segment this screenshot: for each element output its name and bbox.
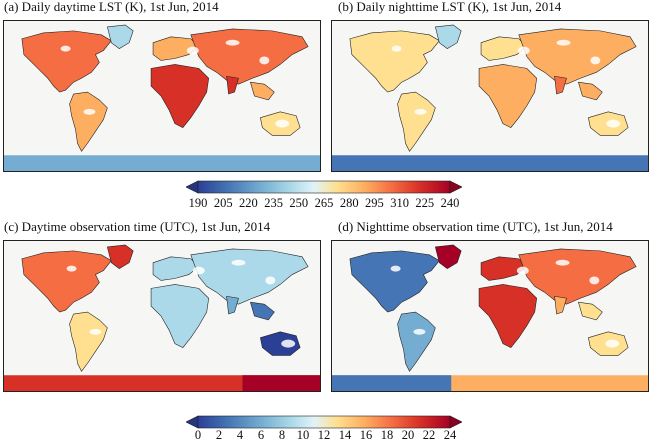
continent-greenland	[434, 24, 462, 49]
colorbar-tick-label: 14	[338, 428, 352, 442]
missing-data-patch	[225, 39, 240, 46]
continent-asia	[518, 248, 637, 305]
colorbar-tick-label: 12	[317, 428, 331, 442]
missing-data-patch	[555, 259, 570, 266]
colorbar-tick-label: 250	[289, 196, 309, 210]
panel-a-title: (a) Daily daytime LST (K), 1st Jun, 2014	[4, 0, 219, 14]
continent-india	[226, 295, 239, 315]
continent-seasia	[578, 301, 603, 321]
continent-india	[554, 295, 567, 315]
colorbar-tick-label: 235	[264, 196, 283, 210]
continent-europe	[152, 36, 200, 61]
missing-data-patch	[186, 46, 199, 55]
continent-europe	[480, 256, 528, 281]
continent-africa	[478, 284, 538, 348]
missing-data-patch	[60, 45, 71, 52]
missing-data-patch	[516, 266, 529, 275]
lst-colorbar-ticks: 190 205 220 235 250 265 280 295 310 225 240	[189, 196, 460, 212]
continent-asia	[518, 28, 637, 85]
continent-antarctica	[4, 375, 320, 391]
colorbar-tick-label: 2	[215, 428, 223, 442]
continent-northAmerica	[21, 30, 112, 93]
continent-southAmerica	[69, 91, 108, 152]
continent-india	[554, 75, 567, 95]
colorbar-tick-label: 310	[390, 196, 409, 210]
continent-europe	[152, 256, 200, 281]
panel-d-title: (d) Nighttime observation time (UTC), 1s…	[338, 219, 613, 234]
colorbar-tick-label: 280	[339, 196, 359, 210]
colorbar-tick-label: 6	[257, 428, 265, 442]
missing-data-patch	[390, 265, 401, 272]
colorbar-tick-label: 220	[239, 196, 258, 210]
antarctica-band	[332, 375, 452, 391]
continent-greenland	[434, 244, 462, 269]
colorbar-tick-label: 10	[296, 428, 310, 442]
continent-northAmerica	[349, 250, 440, 313]
continent-europe	[480, 36, 528, 61]
missing-data-patch	[589, 276, 600, 285]
map-panel-c	[3, 240, 321, 392]
missing-data-patch	[413, 328, 426, 335]
missing-data-patch	[517, 46, 530, 55]
colorbar-tick-label: 18	[380, 428, 394, 442]
colorbar-tick-label: 0	[194, 428, 202, 442]
colorbar-tick-label: 205	[213, 196, 233, 210]
colorbar-tick-label: 225	[415, 196, 435, 210]
missing-data-patch	[83, 108, 96, 115]
lst-colorbar	[185, 180, 463, 194]
antarctica-band	[242, 375, 320, 391]
map-panel-d	[331, 240, 649, 392]
continent-seasia	[250, 81, 275, 101]
continent-greenland	[106, 244, 134, 269]
missing-data-patch	[89, 328, 102, 335]
missing-data-patch	[66, 265, 77, 272]
continent-asia	[190, 248, 309, 305]
colorbar-tick-label: 4	[236, 428, 244, 442]
continent-india	[226, 75, 239, 95]
continent-africa	[478, 64, 538, 128]
colorbar-tick-label: 20	[401, 428, 415, 442]
colorbar-tick-label: 24	[443, 428, 457, 442]
missing-data-patch	[231, 259, 246, 266]
map-panel-a	[3, 20, 321, 172]
continent-antarctica	[4, 155, 320, 171]
time-colorbar	[185, 415, 463, 429]
missing-data-patch	[265, 276, 276, 285]
map-panel-b	[331, 20, 649, 172]
time-colorbar-ticks: 0 2 4 6 8 10 12 14 16 18 20 22 24	[194, 428, 456, 442]
continent-seasia	[578, 81, 603, 101]
continent-africa	[150, 284, 210, 348]
colorbar-tick-label: 22	[422, 428, 436, 442]
missing-data-patch	[605, 339, 620, 348]
missing-data-patch	[275, 119, 290, 128]
missing-data-patch	[414, 108, 427, 115]
continent-africa	[150, 64, 210, 128]
colorbar-tick-label: 240	[440, 196, 460, 210]
panel-c-title: (c) Daytime observation time (UTC), 1st …	[4, 219, 271, 234]
missing-data-patch	[281, 339, 296, 348]
colorbar-tick-label: 190	[188, 196, 208, 210]
missing-data-patch	[391, 45, 402, 52]
colorbar-tick-label: 295	[365, 196, 384, 210]
panel-b-title: (b) Daily nighttime LST (K), 1st Jun, 20…	[338, 0, 562, 14]
missing-data-patch	[192, 266, 205, 275]
continent-southAmerica	[397, 91, 436, 152]
continent-northAmerica	[21, 250, 112, 313]
missing-data-patch	[606, 119, 621, 128]
continent-northAmerica	[349, 30, 440, 93]
continent-seasia	[250, 301, 275, 321]
colorbar-tick-label: 8	[278, 428, 286, 442]
colorbar-tick-label: 16	[359, 428, 373, 442]
missing-data-patch	[556, 39, 571, 46]
continent-australia	[260, 331, 301, 356]
continent-southAmerica	[69, 311, 108, 372]
missing-data-patch	[259, 56, 270, 65]
continent-antarctica	[332, 155, 648, 171]
continent-southAmerica	[397, 311, 436, 372]
continent-greenland	[106, 24, 134, 49]
continent-asia	[190, 28, 309, 85]
colorbar-tick-label: 265	[314, 196, 334, 210]
missing-data-patch	[590, 56, 601, 65]
